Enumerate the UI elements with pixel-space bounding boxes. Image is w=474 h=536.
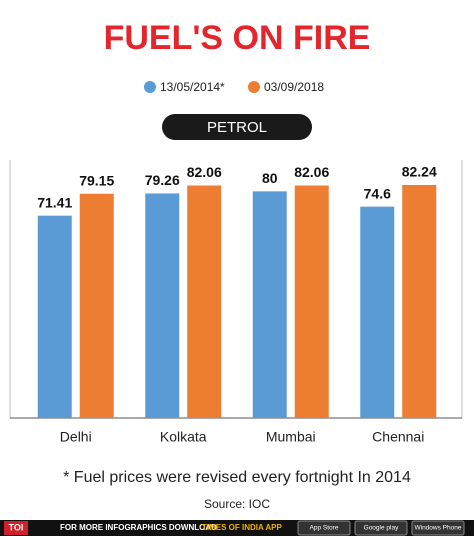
footer-text: FOR MORE INFOGRAPHICS DOWNLOAD xyxy=(60,523,217,532)
logo: TOI xyxy=(9,522,24,532)
bar xyxy=(252,191,287,418)
legend-label: 03/09/2018 xyxy=(264,80,324,94)
value-label: 79.26 xyxy=(145,172,180,188)
source: Source: IOC xyxy=(204,497,270,511)
store-badge-label[interactable]: Windows Phone xyxy=(415,525,462,532)
bar xyxy=(37,215,72,418)
subtitle-pill xyxy=(162,114,312,140)
legend-marker xyxy=(144,81,156,93)
bar xyxy=(79,193,114,418)
bar xyxy=(145,193,180,418)
value-label: 82.06 xyxy=(187,164,222,180)
value-label: 82.24 xyxy=(402,164,437,180)
value-label: 80 xyxy=(262,170,278,186)
bar xyxy=(360,206,395,418)
legend-label: 13/05/2014* xyxy=(160,80,225,94)
value-label: 71.41 xyxy=(37,194,72,210)
bar xyxy=(294,185,329,418)
x-tick-label: Kolkata xyxy=(160,429,207,445)
store-badge[interactable] xyxy=(297,520,351,536)
value-label: 74.6 xyxy=(364,185,391,201)
subtitle: PETROL xyxy=(207,119,267,136)
bar xyxy=(187,185,222,418)
x-tick-label: Delhi xyxy=(60,429,92,445)
store-badge[interactable] xyxy=(411,520,465,536)
value-label: 82.06 xyxy=(294,164,329,180)
store-badge[interactable] xyxy=(354,520,408,536)
footnote: * Fuel prices were revised every fortnig… xyxy=(63,469,411,486)
bar xyxy=(402,185,437,418)
store-badge-label[interactable]: App Store xyxy=(310,525,339,532)
chart-title: FUEL'S ON FIRE xyxy=(104,19,371,57)
logo-box xyxy=(4,521,28,535)
footer-app: TIMES OF INDIA APP xyxy=(202,523,283,532)
x-tick-label: Mumbai xyxy=(266,429,316,445)
x-tick-label: Chennai xyxy=(372,429,424,445)
legend-marker xyxy=(248,81,260,93)
value-label: 79.15 xyxy=(79,172,114,188)
store-badge-label[interactable]: Google play xyxy=(364,525,399,532)
